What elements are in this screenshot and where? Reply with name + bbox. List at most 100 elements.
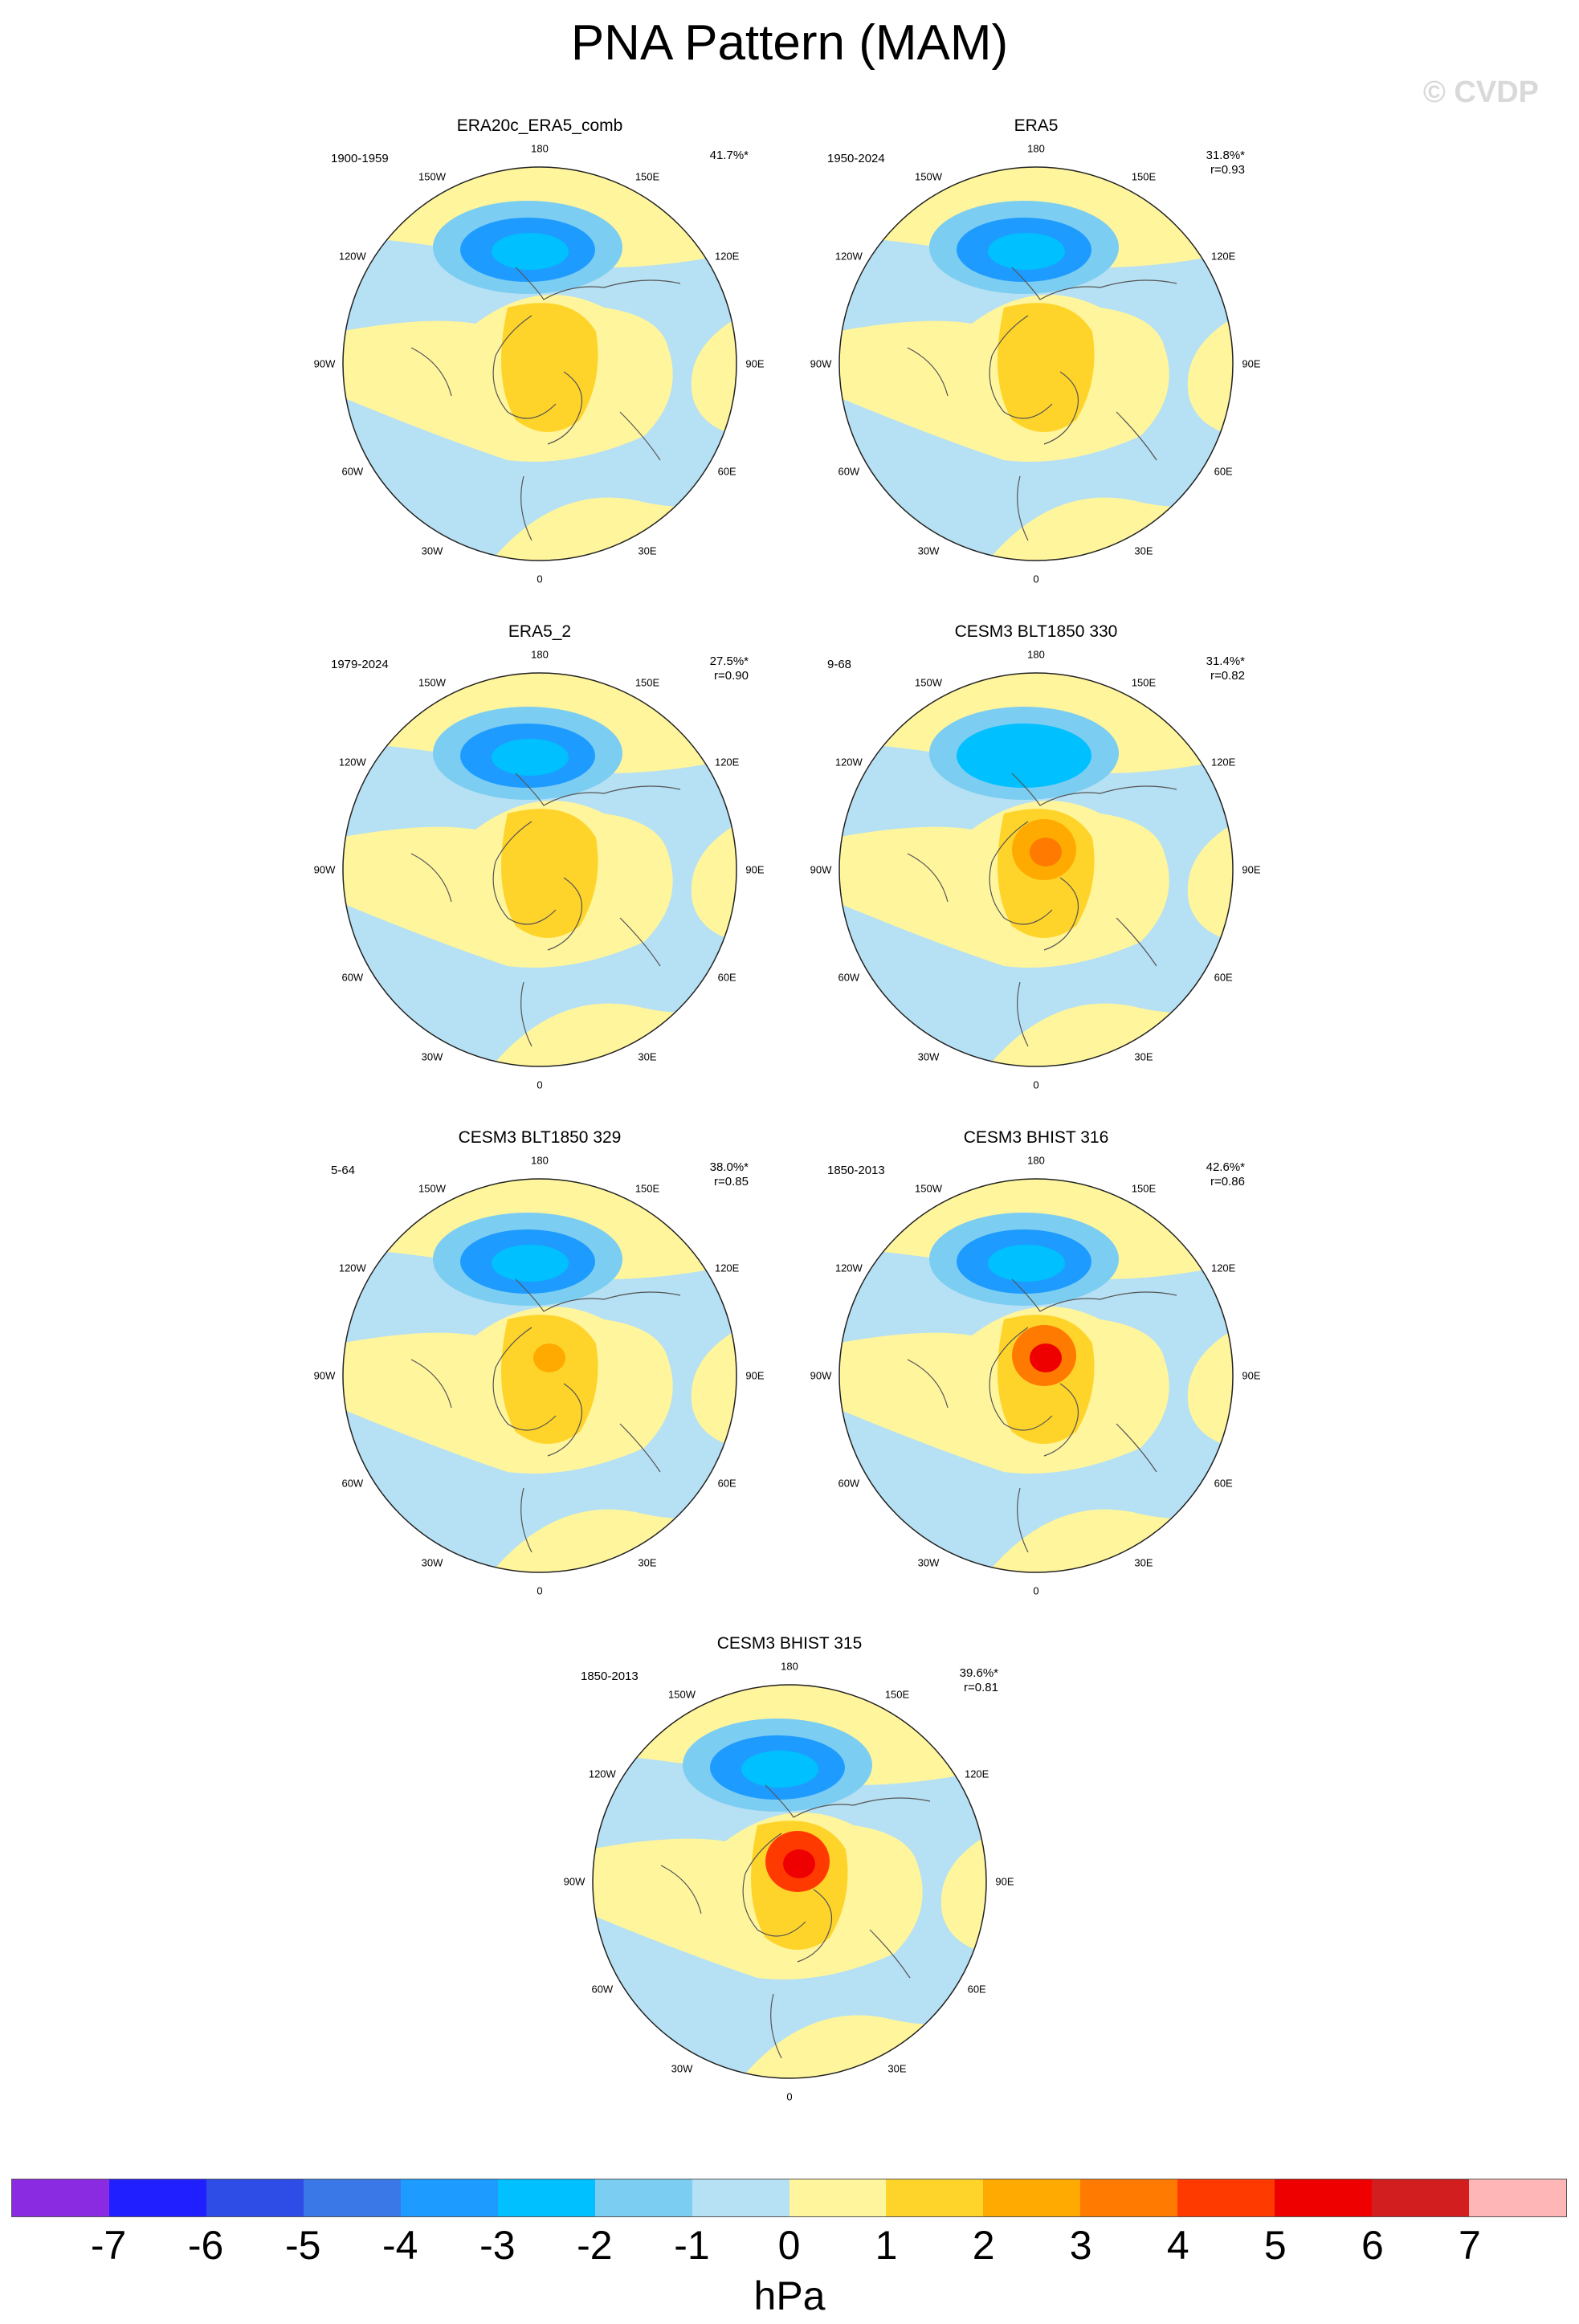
panel-period: 1950-2024 xyxy=(827,152,885,165)
longitude-label: 30W xyxy=(671,2062,693,2075)
longitude-label: 60W xyxy=(341,971,364,984)
east-positive-field xyxy=(1187,822,1233,942)
panel-correlation: r=0.85 xyxy=(714,1175,749,1189)
longitude-label: 90W xyxy=(313,863,336,876)
polar-map xyxy=(838,672,1234,1067)
east-positive-field xyxy=(1187,316,1233,436)
longitude-label: 150E xyxy=(634,170,660,183)
longitude-label: 150E xyxy=(634,676,660,689)
colorbar-swatch xyxy=(1469,2179,1566,2216)
longitude-label: 30W xyxy=(421,544,443,557)
longitude-label: 180 xyxy=(531,1154,549,1167)
longitude-label: 120E xyxy=(1210,756,1236,769)
longitude-label: 30W xyxy=(917,1050,940,1063)
colorbar-swatch xyxy=(303,2179,401,2216)
map-panel: ERA5 1950-2024 31.8%* r=0.93 180 150E 150W… xyxy=(795,116,1277,622)
panel-variance: 31.4%* xyxy=(1206,654,1245,668)
longitude-label: 90E xyxy=(1242,357,1261,370)
colorbar-tick-label: -7 xyxy=(90,2223,127,2268)
east-positive-field xyxy=(1187,1327,1233,1448)
longitude-label: 150E xyxy=(1131,1182,1157,1195)
panel-period: 1850-2013 xyxy=(827,1164,885,1177)
pna-low-core-contour xyxy=(988,1245,1065,1282)
colorbar-swatch xyxy=(108,2179,206,2216)
panel-title: CESM3 BHIST 316 xyxy=(963,1128,1109,1147)
longitude-label: 30E xyxy=(1134,1050,1153,1063)
colorbar-swatch xyxy=(1177,2179,1275,2216)
longitude-label: 60W xyxy=(341,1477,364,1490)
map-border xyxy=(838,672,1234,1067)
map-border xyxy=(342,672,737,1067)
longitude-label: 0 xyxy=(537,573,543,585)
pna-low-core-contour xyxy=(741,1751,818,1788)
panel-variance: 31.8%* xyxy=(1206,149,1245,162)
polar-map xyxy=(838,1178,1234,1573)
colorbar-swatch xyxy=(692,2179,790,2216)
east-positive-field xyxy=(691,1327,736,1448)
map-panel: CESM3 BHIST 316 1850-2013 42.6%* r=0.86 … xyxy=(795,1128,1277,1634)
colorbar-swatch xyxy=(886,2179,984,2216)
colorbar-tick-label: 0 xyxy=(777,2223,801,2268)
colorbar-swatch xyxy=(983,2179,1081,2216)
longitude-label: 30E xyxy=(638,1050,657,1063)
longitude-label: 90W xyxy=(563,1875,585,1888)
longitude-label: 150E xyxy=(884,1688,910,1701)
panel-period: 1979-2024 xyxy=(331,658,389,671)
longitude-label: 120W xyxy=(338,250,366,263)
panel-title: ERA5_2 xyxy=(508,622,572,641)
high-core-contour xyxy=(1030,838,1062,866)
colorbar-tick-label: -2 xyxy=(577,2223,613,2268)
longitude-label: 150W xyxy=(418,676,446,689)
coastlines xyxy=(410,773,681,1047)
high-core-contour xyxy=(1030,1343,1062,1372)
longitude-label: 60E xyxy=(717,1477,736,1490)
panel-correlation: r=0.93 xyxy=(1210,163,1245,177)
longitude-label: 150W xyxy=(915,170,942,183)
panel-stats: 31.8%* r=0.93 xyxy=(1206,149,1245,177)
polar-map xyxy=(342,672,737,1067)
coastlines xyxy=(660,1784,931,2059)
map-border xyxy=(342,1178,737,1573)
longitude-label: 180 xyxy=(781,1660,798,1673)
longitude-label: 150W xyxy=(668,1688,696,1701)
longitude-label: 30W xyxy=(917,544,940,557)
panel-variance: 41.7%* xyxy=(709,149,749,162)
panel-period: 5-64 xyxy=(331,1164,356,1177)
longitude-label: 150E xyxy=(634,1182,660,1195)
longitude-label: 60E xyxy=(967,1983,986,1996)
panel-correlation: r=0.86 xyxy=(1210,1175,1245,1189)
map-panel: CESM3 BLT1850 329 5-64 38.0%* r=0.85 180… xyxy=(299,1128,781,1634)
map-border xyxy=(838,1178,1234,1573)
panel-correlation: r=0.81 xyxy=(964,1681,998,1694)
longitude-label: 0 xyxy=(1033,573,1039,585)
longitude-label: 60W xyxy=(591,1983,614,1996)
longitude-label: 90W xyxy=(313,357,336,370)
map-panel: CESM3 BHIST 315 1850-2013 39.6%* r=0.81 … xyxy=(549,1634,1030,2140)
coastlines xyxy=(410,1278,681,1553)
longitude-label: 60E xyxy=(1214,971,1233,984)
polar-map xyxy=(838,166,1234,561)
high-core-contour xyxy=(533,838,565,866)
longitude-label: 120W xyxy=(338,1262,366,1274)
longitude-label: 120W xyxy=(588,1767,616,1780)
colorbar-tick-label: 7 xyxy=(1459,2223,1481,2268)
longitude-label: 180 xyxy=(531,142,549,155)
panel-title: CESM3 BLT1850 330 xyxy=(954,622,1118,641)
pna-low-core-contour xyxy=(988,233,1065,270)
longitude-label: 60W xyxy=(838,971,860,984)
longitude-label: 30E xyxy=(638,544,657,557)
coastlines xyxy=(907,267,1177,541)
colorbar-swatch xyxy=(789,2179,887,2216)
colorbar-tick-label: -6 xyxy=(187,2223,224,2268)
longitude-label: 90E xyxy=(745,357,765,370)
longitude-label: 150W xyxy=(418,1182,446,1195)
colorbar-tick-label: 2 xyxy=(972,2223,995,2268)
colorbar-swatch xyxy=(1372,2179,1470,2216)
longitude-label: 60E xyxy=(717,971,736,984)
panel-title: ERA5 xyxy=(1014,116,1059,135)
longitude-label: 120W xyxy=(834,250,863,263)
colorbar-tick-label: -3 xyxy=(479,2223,516,2268)
high-core-contour xyxy=(533,1343,565,1372)
longitude-label: 30W xyxy=(917,1556,940,1569)
longitude-label: 90E xyxy=(745,1369,765,1382)
